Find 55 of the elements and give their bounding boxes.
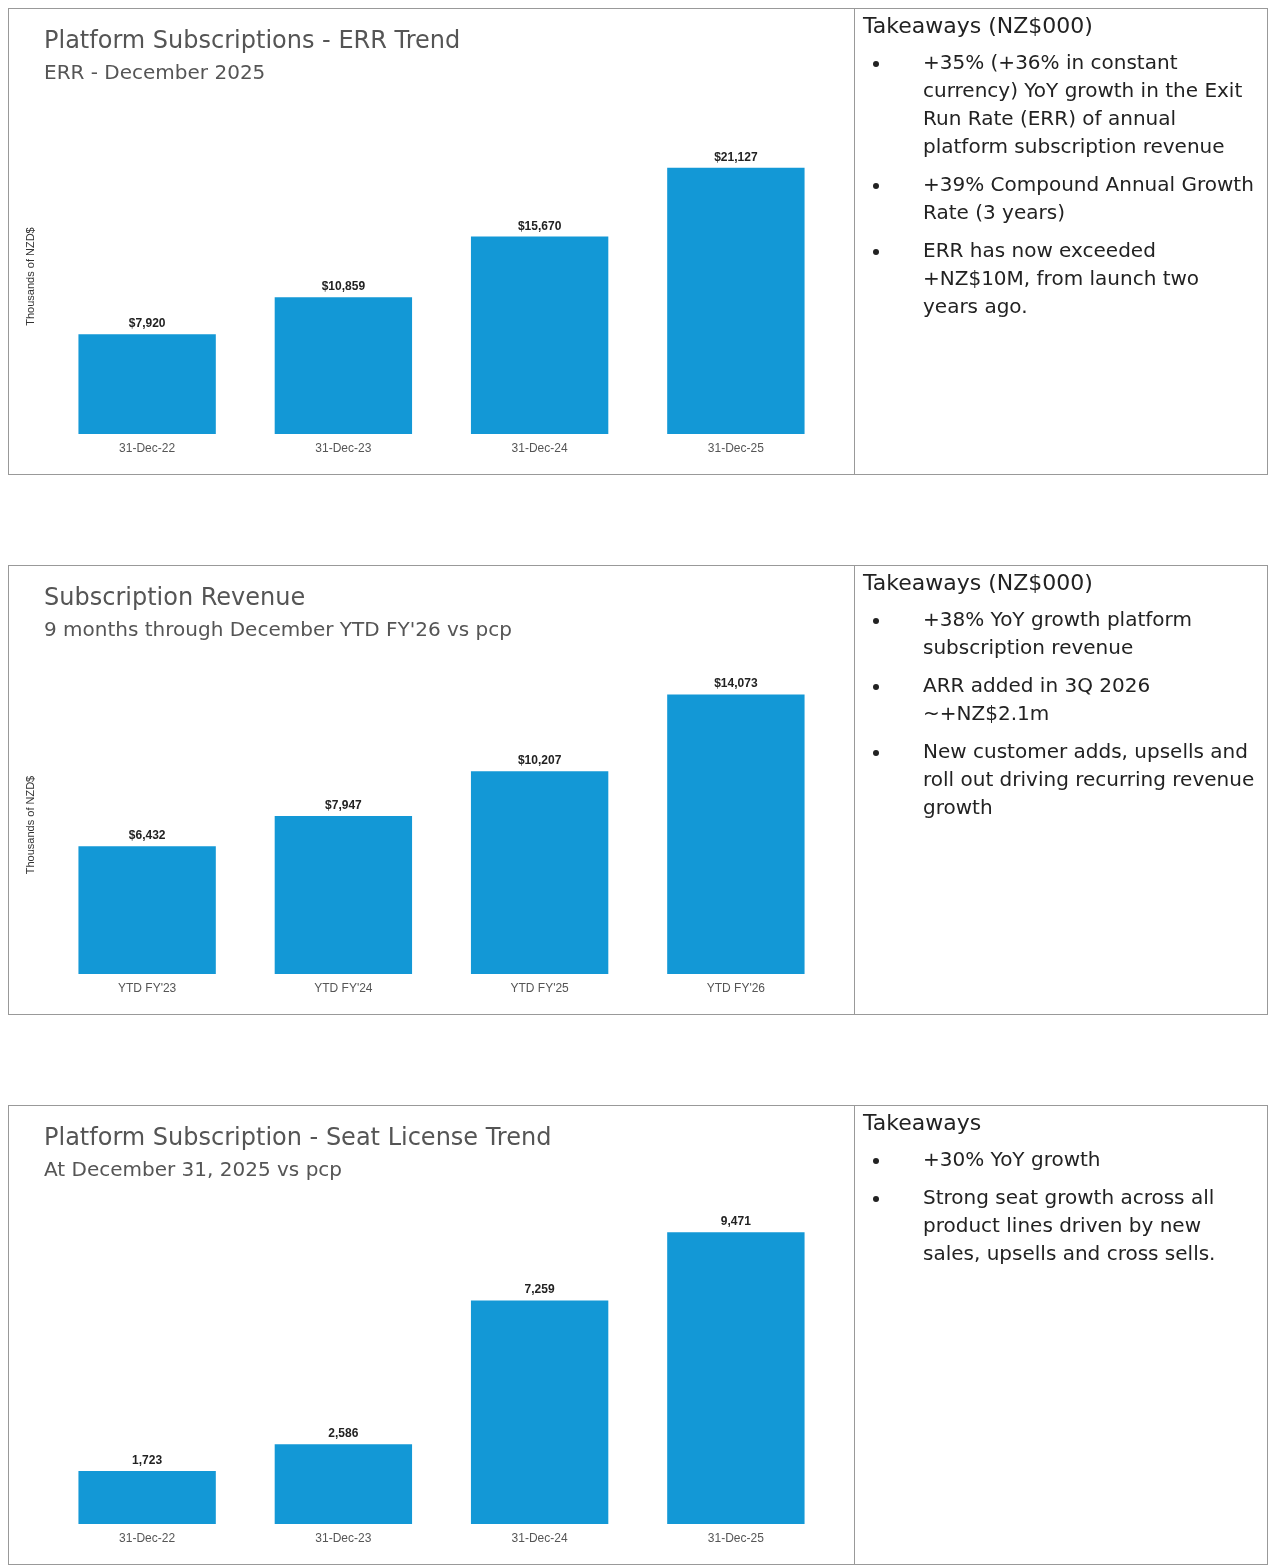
- bar: [667, 694, 805, 974]
- bar: [274, 297, 413, 434]
- bar: [470, 1300, 609, 1524]
- data-label: $6,432: [128, 828, 166, 843]
- data-label: 1,723: [132, 1452, 163, 1467]
- bar: [470, 236, 609, 434]
- chart-subtitle: 9 months through December YTD FY'26 vs pcp: [44, 617, 512, 641]
- bar: [78, 846, 216, 974]
- bar: [274, 1444, 413, 1524]
- text: New customer adds, upsells and roll out driving recurring revenue growth: [923, 738, 1256, 821]
- bar: [470, 771, 609, 974]
- x-tick-label: 31-Dec-23: [315, 1531, 372, 1545]
- data-label: 9,471: [720, 1214, 752, 1229]
- text: Takeaways: [863, 1110, 983, 1135]
- chart-title: Platform Subscription - Seat License Trend: [44, 1123, 552, 1151]
- data-label: $14,073: [714, 676, 758, 691]
- text: ERR has now exceeded +NZ$10M, from launch two years ago.: [923, 237, 1201, 320]
- text: +38% YoY growth platform subscription revenue: [923, 606, 1193, 661]
- chart-subtitle: ERR - December 2025: [44, 60, 266, 84]
- text: +39% Compound Annual Growth Rate (3 years): [923, 171, 1255, 226]
- x-tick-label: 31-Dec-23: [315, 441, 372, 455]
- x-tick-label: YTD FY'23: [117, 981, 177, 995]
- data-label: $10,859: [321, 279, 366, 294]
- bar: [78, 1470, 216, 1524]
- text: Takeaways (NZ$000): [863, 570, 1094, 595]
- chart-title: Subscription Revenue: [44, 583, 306, 611]
- data-label: 2,586: [328, 1426, 359, 1441]
- text: Strong seat growth across all product lines driven by new sales, upsells and cross sells.: [923, 1184, 1217, 1267]
- data-label: $7,920: [128, 316, 166, 331]
- chart-title: Platform Subscriptions - ERR Trend: [44, 26, 461, 54]
- bar: [667, 1232, 805, 1524]
- x-tick-label: 31-Dec-25: [707, 1531, 765, 1545]
- chart-subtitle: At December 31, 2025 vs pcp: [44, 1157, 343, 1181]
- data-label: $10,207: [517, 753, 562, 768]
- x-tick-label: 31-Dec-22: [119, 441, 176, 455]
- x-tick-label: 31-Dec-25: [707, 441, 765, 455]
- data-label: 7,259: [524, 1282, 555, 1297]
- x-tick-label: 31-Dec-22: [119, 1531, 176, 1545]
- x-tick-label: 31-Dec-24: [511, 441, 568, 455]
- bar: [667, 167, 805, 434]
- x-tick-label: YTD FY'26: [706, 981, 766, 995]
- x-tick-label: 31-Dec-24: [511, 1531, 568, 1545]
- text: +30% YoY growth: [923, 1146, 1102, 1173]
- y-axis-title: Thousands of NZD$: [23, 227, 36, 326]
- data-label: $7,947: [325, 798, 363, 813]
- data-label: $15,670: [517, 218, 562, 233]
- data-label: $21,127: [714, 149, 758, 164]
- bar: [274, 816, 413, 974]
- x-tick-label: YTD FY'24: [314, 981, 373, 995]
- y-axis-title: Thousands of NZD$: [23, 775, 36, 875]
- text: ARR added in 3Q 2026 ~+NZ$2.1m: [923, 672, 1152, 727]
- x-tick-label: YTD FY'25: [510, 981, 570, 995]
- bar: [78, 334, 216, 434]
- text: +35% (+36% in constant currency) YoY growth in the Exit Run Rate (ERR) of annual platform subscription revenue: [923, 49, 1244, 160]
- text: Takeaways (NZ$000): [863, 13, 1094, 38]
